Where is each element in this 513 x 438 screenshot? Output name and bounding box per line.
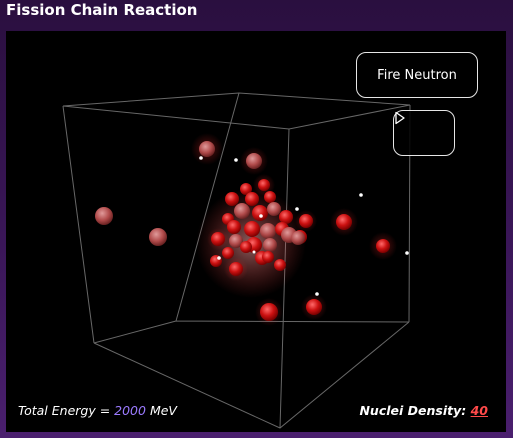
play-icon <box>394 111 406 125</box>
fire-neutron-label: Fire Neutron <box>377 68 457 83</box>
total-energy-readout: Total Energy = 2000 MeV <box>18 403 177 418</box>
fire-neutron-button[interactable]: Fire Neutron <box>356 52 478 98</box>
page-title: Fission Chain Reaction <box>6 0 197 20</box>
play-button[interactable] <box>393 110 455 156</box>
energy-unit: MeV <box>146 403 177 418</box>
energy-prefix: Total Energy = <box>18 403 114 418</box>
simulation-viewport[interactable]: Fire Neutron Total Energy = 2000 MeV Nuc… <box>6 31 506 432</box>
energy-value: 2000 <box>114 403 146 418</box>
density-label: Nuclei Density: <box>359 403 470 418</box>
nuclei-density-readout: Nuclei Density: 40 <box>359 403 488 418</box>
density-value[interactable]: 40 <box>471 403 488 418</box>
